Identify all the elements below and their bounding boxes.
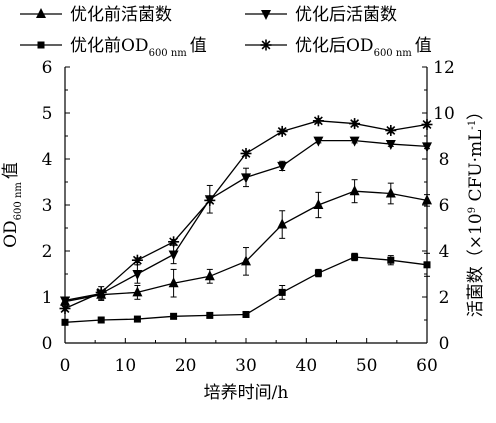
series-line: [64, 190, 428, 303]
star-stroke: [169, 237, 179, 247]
data-point: [387, 256, 395, 264]
data-point: [240, 147, 252, 159]
x-tick-label: 0: [60, 356, 71, 376]
data-point: [168, 250, 179, 261]
data-point: [313, 136, 324, 147]
legend-marker: [36, 8, 46, 18]
data-point: [132, 270, 143, 280]
data-point: [351, 253, 359, 261]
data-point: [278, 288, 286, 296]
data-point: [276, 125, 288, 137]
data-point: [61, 318, 69, 326]
data-point: [422, 142, 432, 153]
data-point: [421, 119, 433, 130]
data-point: [97, 316, 105, 324]
x-tick-label: 40: [296, 356, 318, 376]
y-right-tick-label: 10: [433, 104, 455, 124]
data-point: [312, 115, 324, 127]
data-point: [242, 310, 250, 318]
data-point: [349, 185, 360, 196]
y-right-tick-label: 4: [439, 242, 450, 262]
star-stroke: [205, 195, 215, 205]
y-left-tick-label: 6: [42, 58, 53, 78]
y-left-tick-label: 3: [42, 196, 53, 216]
data-point: [422, 194, 432, 205]
x-tick-label: 10: [115, 356, 137, 376]
data-point: [277, 218, 288, 229]
y-left-tick-label: 0: [42, 334, 53, 354]
data-point: [168, 277, 179, 288]
data-point: [168, 236, 180, 248]
y-left-axis-title: OD600 nm值: [1, 162, 24, 248]
y-left-tick-label: 5: [42, 104, 53, 124]
x-tick-label: 20: [175, 356, 197, 376]
legend-item: 优化前OD600 nm 值: [20, 36, 207, 59]
x-axis-title: 培养时间/h: [204, 383, 289, 403]
data-point: [204, 194, 216, 206]
data-point: [314, 269, 322, 277]
star-stroke: [261, 40, 271, 50]
data-point: [132, 286, 143, 297]
data-point: [59, 303, 71, 314]
series-0: [60, 179, 432, 306]
legend-marker: [260, 39, 272, 51]
x-tick-label: 30: [235, 356, 257, 376]
legend-label: 优化后OD600 nm 值: [295, 36, 432, 59]
data-point: [423, 261, 431, 269]
y-right-tick-label: 0: [439, 334, 450, 354]
y-right-tick-label: 6: [439, 196, 450, 216]
x-tick-label: 50: [356, 356, 378, 376]
legend-label: 优化前OD600 nm 值: [70, 36, 207, 59]
data-point: [95, 286, 107, 298]
star-stroke: [132, 255, 142, 265]
star-stroke: [241, 149, 251, 158]
axis-titles: 培养时间/h OD600 nm值 活菌数（×109 CFU·mL-1）: [1, 103, 486, 403]
star-stroke: [422, 120, 432, 129]
y-left-tick-label: 1: [42, 288, 53, 308]
data-point: [349, 136, 360, 147]
series-layer: [59, 115, 433, 326]
data-point: [60, 296, 70, 307]
y-right-tick-label: 12: [433, 58, 455, 78]
star-stroke: [277, 126, 287, 136]
data-point: [385, 140, 396, 151]
data-point: [385, 187, 396, 198]
legend-item: 优化后OD600 nm 值: [245, 36, 432, 59]
legend-marker: [261, 10, 271, 20]
star-stroke: [60, 304, 70, 313]
data-point: [349, 118, 361, 130]
legend-item: 优化前活菌数: [20, 5, 172, 25]
data-point: [206, 311, 214, 319]
y-right-tick-label: 2: [439, 288, 450, 308]
star-stroke: [350, 119, 360, 129]
data-point: [241, 255, 251, 266]
legend-label: 优化后活菌数: [295, 5, 397, 25]
data-point: [204, 270, 215, 281]
y-right-tick-label: 8: [439, 150, 450, 170]
x-tick-label: 60: [416, 356, 438, 376]
data-point: [241, 173, 251, 184]
legend-label: 优化前活菌数: [70, 5, 172, 25]
y-left-tick-label: 4: [42, 150, 53, 170]
series-3: [59, 115, 433, 314]
legend-marker: [37, 41, 45, 49]
y-left-tick-label: 2: [42, 242, 53, 262]
series-2: [61, 252, 431, 326]
data-point: [133, 315, 141, 323]
star-stroke: [386, 126, 396, 135]
data-point: [385, 124, 397, 136]
series-1: [60, 136, 432, 307]
y-right-axis-title: 活菌数（×109 CFU·mL-1）: [466, 103, 486, 317]
star-stroke: [96, 287, 106, 297]
data-point: [131, 254, 143, 266]
data-point: [170, 312, 178, 320]
data-point: [313, 199, 324, 209]
data-point: [277, 161, 288, 172]
legend-item: 优化后活菌数: [245, 5, 397, 25]
star-stroke: [313, 116, 323, 126]
